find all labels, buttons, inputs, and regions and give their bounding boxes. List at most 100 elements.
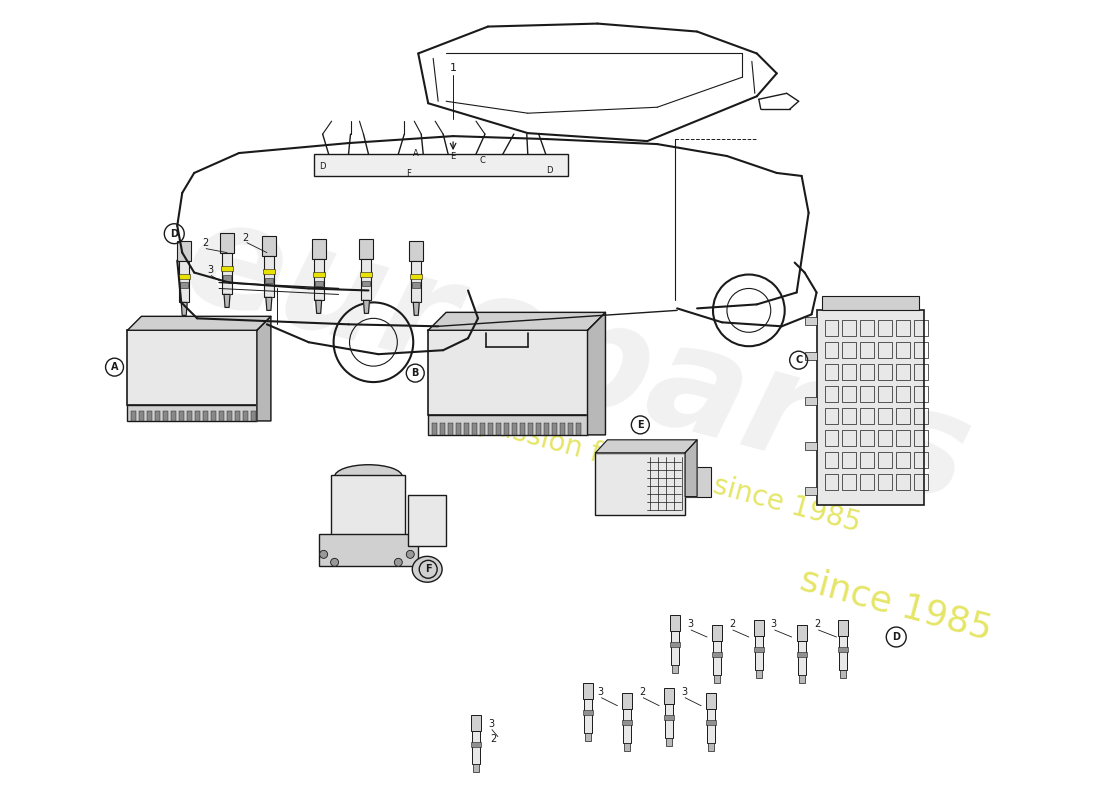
Bar: [896, 320, 910, 336]
Bar: [755, 636, 762, 670]
Bar: [825, 430, 838, 446]
Text: 2: 2: [815, 619, 821, 629]
Bar: [914, 342, 928, 358]
Bar: [496, 423, 500, 435]
Bar: [843, 474, 857, 490]
Bar: [804, 397, 816, 405]
Bar: [584, 733, 591, 741]
Polygon shape: [587, 312, 605, 435]
Text: 3: 3: [597, 686, 604, 697]
Bar: [412, 282, 420, 289]
Bar: [583, 698, 592, 733]
Bar: [155, 411, 161, 421]
Text: europarts: europarts: [169, 188, 986, 533]
Bar: [804, 442, 816, 450]
Bar: [860, 474, 875, 490]
Bar: [804, 352, 816, 360]
Bar: [825, 364, 838, 380]
Bar: [595, 453, 685, 514]
Bar: [243, 411, 248, 421]
Bar: [825, 474, 838, 490]
Text: F: F: [425, 564, 431, 574]
Bar: [712, 652, 722, 657]
Bar: [180, 282, 188, 289]
Bar: [128, 405, 257, 421]
Bar: [672, 665, 678, 673]
Bar: [896, 386, 910, 402]
Ellipse shape: [334, 465, 403, 489]
Bar: [860, 386, 875, 402]
Bar: [411, 261, 421, 302]
Bar: [825, 320, 838, 336]
Bar: [914, 430, 928, 446]
Text: 3: 3: [771, 619, 777, 629]
Bar: [878, 452, 892, 468]
Bar: [409, 241, 424, 261]
Bar: [583, 710, 593, 714]
Bar: [860, 408, 875, 424]
Bar: [408, 494, 447, 546]
Text: A: A: [111, 362, 119, 372]
Bar: [219, 411, 224, 421]
Bar: [331, 474, 405, 537]
Bar: [838, 647, 848, 652]
Text: D: D: [892, 632, 900, 642]
Ellipse shape: [412, 556, 442, 582]
Bar: [754, 620, 763, 636]
Text: 3: 3: [681, 686, 688, 697]
Bar: [878, 408, 892, 424]
Bar: [312, 271, 324, 277]
Bar: [664, 688, 674, 704]
Bar: [172, 411, 176, 421]
Bar: [187, 411, 192, 421]
Bar: [825, 452, 838, 468]
Polygon shape: [685, 440, 697, 497]
Bar: [685, 466, 711, 497]
Polygon shape: [414, 302, 419, 315]
Bar: [878, 386, 892, 402]
Bar: [896, 342, 910, 358]
Text: E: E: [450, 152, 455, 161]
Bar: [360, 238, 373, 258]
Bar: [706, 693, 716, 709]
Bar: [488, 423, 493, 435]
Bar: [796, 652, 806, 657]
Bar: [583, 683, 593, 698]
Bar: [311, 238, 326, 258]
Bar: [263, 269, 275, 274]
Bar: [816, 310, 924, 505]
Text: E: E: [637, 420, 644, 430]
Bar: [178, 274, 190, 278]
Bar: [472, 730, 480, 765]
Bar: [708, 742, 714, 750]
Text: a passion for parts since 1985: a passion for parts since 1985: [451, 402, 864, 538]
Bar: [714, 675, 720, 683]
Text: 2: 2: [729, 619, 735, 629]
Bar: [140, 411, 144, 421]
Polygon shape: [257, 316, 271, 421]
Text: C: C: [480, 156, 486, 165]
Text: 3: 3: [207, 265, 213, 274]
Circle shape: [406, 550, 415, 558]
Text: 2: 2: [490, 734, 496, 743]
Bar: [560, 423, 564, 435]
Text: 2: 2: [202, 238, 208, 248]
Bar: [220, 233, 234, 253]
Bar: [432, 423, 437, 435]
Bar: [223, 274, 231, 281]
Bar: [147, 411, 153, 421]
Text: 3: 3: [688, 619, 693, 629]
Bar: [177, 241, 191, 261]
Bar: [575, 423, 581, 435]
Bar: [878, 342, 892, 358]
Bar: [362, 258, 372, 301]
Bar: [536, 423, 541, 435]
Bar: [262, 236, 276, 256]
Bar: [843, 320, 857, 336]
Bar: [878, 474, 892, 490]
Bar: [804, 486, 816, 494]
Bar: [472, 423, 477, 435]
Bar: [471, 714, 481, 730]
Bar: [552, 423, 557, 435]
Text: 2: 2: [639, 686, 646, 697]
